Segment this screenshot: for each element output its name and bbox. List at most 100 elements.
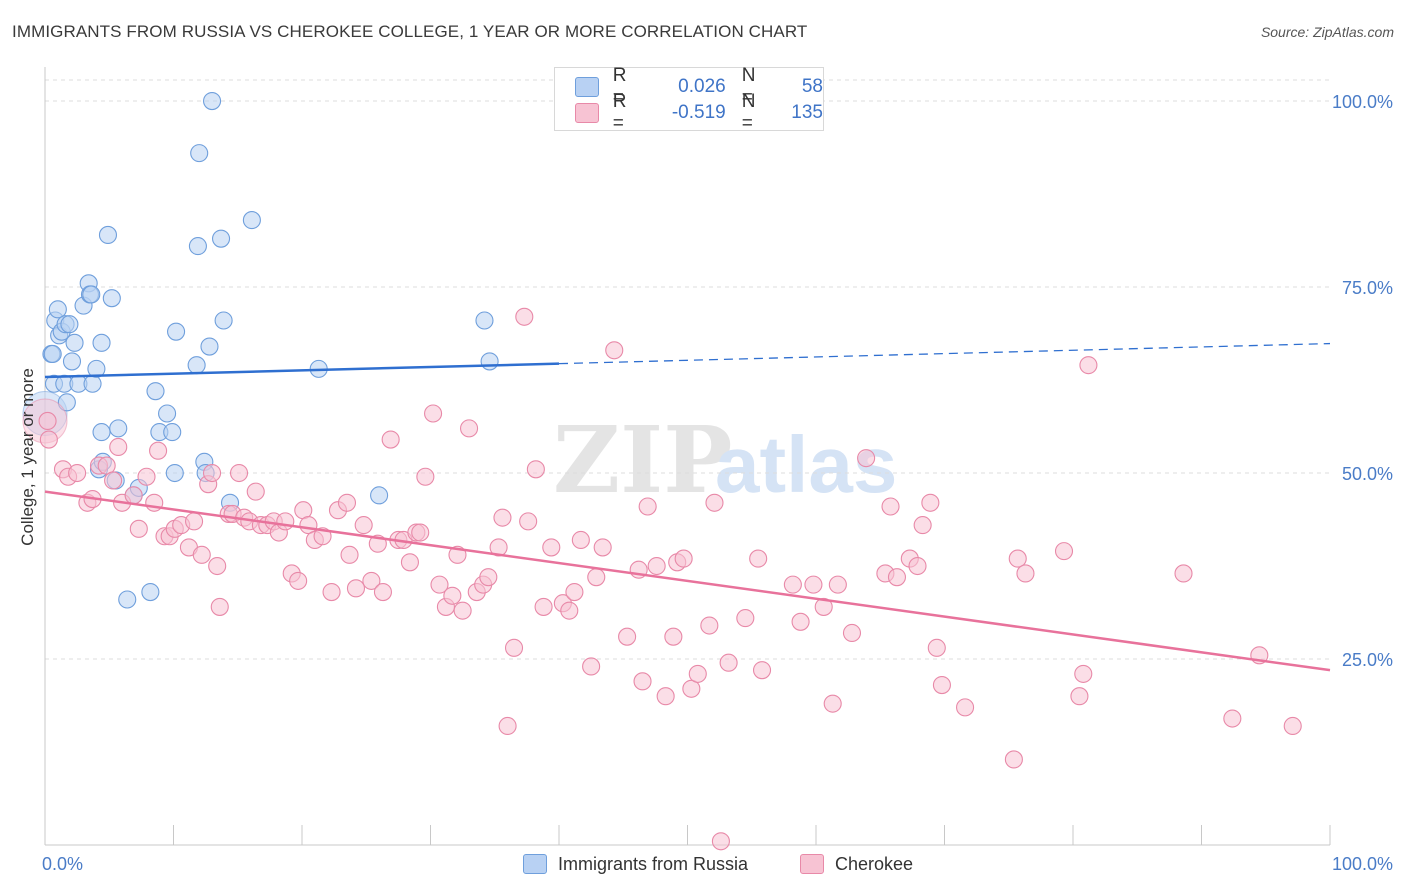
cherokee-trend-line [44, 490, 1331, 672]
russia-point [43, 344, 62, 364]
russia-point [203, 91, 222, 111]
cherokee-point [605, 341, 624, 360]
cherokee-point [705, 493, 724, 512]
cherokee-point [68, 463, 87, 483]
cherokee-point [203, 463, 222, 483]
cherokee-point [479, 568, 498, 587]
cherokee-point [322, 583, 341, 602]
russia-point [87, 359, 106, 378]
cherokee-point [682, 679, 701, 698]
watermark: ZIP atlas [553, 406, 897, 514]
russia-trend-line-extension [558, 342, 1331, 365]
russia-point [146, 382, 165, 401]
russia-point [98, 225, 118, 245]
r-value: -0.519 [671, 102, 726, 123]
cherokee-point [565, 583, 584, 602]
cherokee-point [618, 627, 637, 646]
russia-point [118, 590, 137, 609]
russia-point [48, 300, 67, 319]
cherokee-point [424, 404, 443, 423]
legend-item-cherokee: Cherokee [800, 851, 913, 877]
cherokee-point [932, 675, 951, 695]
cherokee-point [289, 571, 308, 590]
cherokee-point [453, 601, 472, 620]
russia-point [102, 289, 121, 308]
cherokee-point [381, 430, 400, 449]
cherokee-point [459, 419, 479, 438]
cherokee-point [39, 430, 58, 449]
cherokee-point [1070, 687, 1089, 706]
cherokee-point [828, 575, 847, 594]
y-axis-title: College, 1 year or more [18, 368, 37, 546]
n-label: N = [741, 65, 756, 108]
cherokee-point [783, 575, 802, 594]
russia-point [82, 285, 101, 304]
cherokee-point [814, 597, 833, 616]
y-tick-label: 75.0% [1342, 278, 1393, 298]
legend-item-russia: Immigrants from Russia [523, 851, 748, 877]
n-value: 58 [801, 76, 823, 97]
legend-label-russia: Immigrants from Russia [558, 853, 749, 874]
cherokee-point [956, 698, 975, 717]
cherokee-point [208, 556, 227, 576]
cherokee-point [400, 553, 419, 572]
tick-labels: 25.0% 50.0% 75.0% 100.0% 0.0% 100.0% [42, 92, 1393, 874]
cherokee-point [185, 512, 204, 531]
russia-point [167, 322, 186, 341]
cherokee-point [542, 538, 561, 557]
russia-point [165, 463, 184, 483]
cherokee-point [1054, 542, 1074, 561]
cherokee-point [515, 307, 534, 326]
legend-row-russia: R = 0.026 N = 58 [575, 65, 823, 108]
cherokee-point [560, 601, 579, 620]
cherokee-point [638, 497, 657, 516]
cherokee-point [647, 556, 666, 576]
cherokee-point [1283, 716, 1302, 736]
cherokee-point [411, 523, 430, 542]
russia-point [65, 333, 84, 352]
n-value: 135 [791, 102, 823, 123]
russia-point [188, 237, 207, 256]
cherokee-point [346, 579, 366, 598]
russia-point [480, 352, 499, 371]
chart-source: Source: ZipAtlas.com [1260, 24, 1394, 40]
cherokee-point [593, 538, 612, 557]
cherokee-point [719, 653, 738, 672]
russia-point [92, 423, 111, 442]
russia-point [214, 311, 233, 330]
legend-label-cherokee: Cherokee [835, 853, 914, 874]
cherokee-point [887, 568, 907, 587]
russia-point [200, 337, 219, 356]
n-label: N = [741, 91, 756, 134]
cherokee-point [149, 441, 168, 460]
y-tick-label: 50.0% [1342, 464, 1393, 484]
russia-point [211, 229, 231, 248]
cherokee-point [633, 672, 652, 691]
cherokee-point [582, 657, 601, 676]
russia-point [158, 404, 177, 423]
cherokee-point [804, 575, 823, 594]
watermark-zip: ZIP [553, 406, 732, 514]
russia-point [141, 583, 160, 602]
r-label: R = [612, 65, 627, 108]
russia-point [92, 333, 111, 352]
correlation-legend: R = 0.026 N = 58 R = -0.519 N = 135 [554, 65, 824, 134]
cherokee-point [430, 575, 449, 594]
cherokee-point [791, 612, 810, 631]
y-tick-label: 100.0% [1332, 92, 1393, 112]
russia-point [242, 211, 261, 230]
legend-swatch-cherokee [800, 854, 824, 874]
grid-lines [45, 79, 1330, 660]
cherokee-point [124, 486, 143, 505]
cherokee-point [908, 556, 927, 576]
cherokee-point [921, 493, 940, 512]
cherokee-point [1004, 750, 1023, 769]
cherokee-point [1079, 356, 1098, 375]
cherokee-point [276, 512, 295, 531]
cherokee-point [97, 456, 116, 475]
cherokee-point [656, 687, 675, 706]
russia-point [109, 419, 128, 438]
cherokee-point [246, 482, 265, 501]
cherokee-point [443, 586, 462, 605]
